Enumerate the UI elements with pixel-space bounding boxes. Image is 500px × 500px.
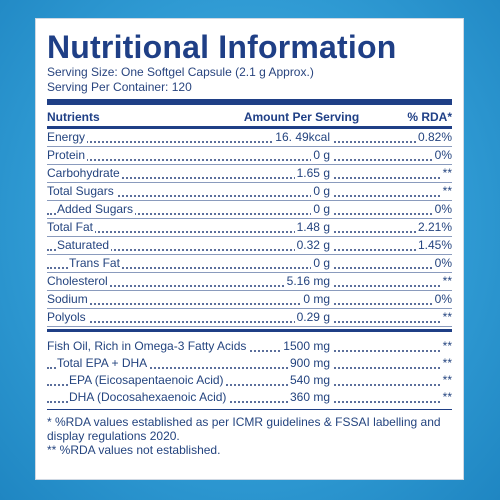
header-nutrients: Nutrients xyxy=(47,110,100,124)
nutrient-amount: 0.32 g xyxy=(294,237,332,254)
dot-leader xyxy=(47,285,452,287)
dot-leader xyxy=(47,177,452,179)
nutrient-name: Polyols xyxy=(47,309,88,326)
footnote-divider xyxy=(47,409,452,410)
nutrient-amount: 1.65 g xyxy=(294,165,332,182)
nutrient-table: Energy 16. 49kcal 0.82% Protein 0 g 0% Carbohy… xyxy=(47,129,452,327)
table-row: Protein 0 g 0% xyxy=(47,147,452,165)
dot-leader xyxy=(47,401,452,403)
table-row: Carbohydrate 1.65 g ** xyxy=(47,165,452,183)
nutrient-amount: 5.16 mg xyxy=(284,273,332,290)
nutrient-rda: ** xyxy=(440,309,452,326)
nutrient-rda: 1.45% xyxy=(415,237,452,254)
dot-leader xyxy=(47,141,452,143)
serving-size: Serving Size: One Softgel Capsule (2.1 g… xyxy=(47,65,314,79)
table-row: Cholesterol 5.16 mg ** xyxy=(47,273,452,291)
nutrient-name: Trans Fat xyxy=(69,255,122,272)
nutrient-name: Protein xyxy=(47,147,88,164)
table-row: Energy 16. 49kcal 0.82% xyxy=(47,129,452,147)
dot-leader xyxy=(47,249,452,251)
nutrient-name: Total EPA + DHA xyxy=(57,355,150,372)
nutrient-name: Fish Oil, Rich in Omega-3 Fatty Acids xyxy=(47,338,249,355)
omega-table: Fish Oil, Rich in Omega-3 Fatty Acids 150… xyxy=(47,338,452,406)
nutrient-amount: 540 mg xyxy=(287,372,332,389)
dot-leader xyxy=(47,321,452,323)
nutrient-amount: 0.29 g xyxy=(294,309,332,326)
dot-leader xyxy=(47,350,452,352)
nutrient-rda: ** xyxy=(440,273,452,290)
dot-leader xyxy=(47,231,452,233)
nutrient-rda: ** xyxy=(440,338,452,355)
nutrient-amount: 360 mg xyxy=(287,389,332,406)
table-row: EPA (Eicosapentaenoic Acid) 540 mg ** xyxy=(47,372,452,389)
table-row: Sodium 0 mg 0% xyxy=(47,291,452,309)
table-row: Trans Fat 0 g 0% xyxy=(47,255,452,273)
nutrient-amount: 900 mg xyxy=(287,355,332,372)
footnote-not-established: ** %RDA values not established. xyxy=(47,443,221,457)
nutrient-rda: 2.21% xyxy=(415,219,452,236)
nutrition-panel: Nutritional Information Serving Size: On… xyxy=(35,18,464,480)
nutrient-amount: 0 mg xyxy=(301,291,332,308)
nutrient-rda: 0% xyxy=(432,255,452,272)
table-row: Total Fat 1.48 g 2.21% xyxy=(47,219,452,237)
table-row: Polyols 0.29 g ** xyxy=(47,309,452,327)
table-row: Total EPA + DHA 900 mg ** xyxy=(47,355,452,372)
nutrient-name: Carbohydrate xyxy=(47,165,122,182)
nutrient-rda: 0% xyxy=(432,201,452,218)
nutrient-amount: 0 g xyxy=(311,201,332,218)
nutrient-rda: ** xyxy=(440,372,452,389)
nutrient-name: Added Sugars xyxy=(57,201,136,218)
header-amount: Amount Per Serving xyxy=(243,110,360,124)
serving-per-container: Serving Per Container: 120 xyxy=(47,80,192,94)
section-divider xyxy=(47,329,452,332)
table-header: Nutrients Amount Per Serving % RDA* xyxy=(47,108,452,126)
nutrient-name: DHA (Docosahexaenoic Acid) xyxy=(69,389,229,406)
nutrient-rda: ** xyxy=(440,355,452,372)
thick-divider xyxy=(47,99,452,105)
nutrient-amount: 0 g xyxy=(311,255,332,272)
dot-leader xyxy=(47,213,452,215)
nutrient-name: Saturated xyxy=(57,237,112,254)
footnote-rda: * %RDA values established as per ICMR gu… xyxy=(47,415,441,443)
dot-leader xyxy=(47,367,452,369)
dot-leader xyxy=(47,384,452,386)
dot-leader xyxy=(47,267,452,269)
nutrient-amount: 1.48 g xyxy=(294,219,332,236)
nutrient-rda: ** xyxy=(440,165,452,182)
nutrient-name: Cholesterol xyxy=(47,273,110,290)
nutrient-name: Total Sugars xyxy=(47,183,116,200)
dot-leader xyxy=(47,195,452,197)
table-row: DHA (Docosahexaenoic Acid) 360 mg ** xyxy=(47,389,452,406)
nutrient-name: Total Fat xyxy=(47,219,96,236)
table-row: Saturated 0.32 g 1.45% xyxy=(47,237,452,255)
nutrient-rda: ** xyxy=(440,389,452,406)
nutrient-name: EPA (Eicosapentaenoic Acid) xyxy=(69,372,226,389)
dot-leader xyxy=(47,303,452,305)
nutrient-name: Sodium xyxy=(47,291,90,308)
table-row: Total Sugars 0 g ** xyxy=(47,183,452,201)
nutrient-rda: ** xyxy=(440,183,452,200)
nutrient-amount: 0 g xyxy=(311,147,332,164)
nutrient-name: Energy xyxy=(47,129,88,146)
dot-leader xyxy=(47,159,452,161)
nutrient-rda: 0% xyxy=(432,147,452,164)
page-title: Nutritional Information xyxy=(47,29,397,65)
header-rda: % RDA* xyxy=(407,110,452,124)
nutrient-amount: 0 g xyxy=(311,183,332,200)
table-row: Added Sugars 0 g 0% xyxy=(47,201,452,219)
nutrient-rda: 0.82% xyxy=(415,129,452,146)
nutrient-amount: 1500 mg xyxy=(281,338,332,355)
table-row: Fish Oil, Rich in Omega-3 Fatty Acids 150… xyxy=(47,338,452,355)
nutrient-rda: 0% xyxy=(432,291,452,308)
header-divider xyxy=(47,126,452,129)
nutrient-amount: 16. 49kcal xyxy=(273,129,332,146)
